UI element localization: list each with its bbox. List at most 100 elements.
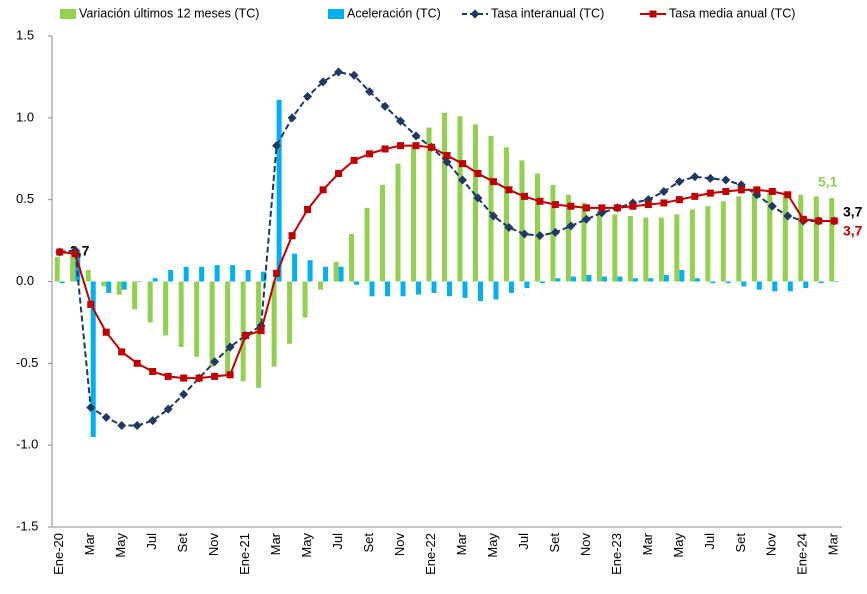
bar: [643, 217, 649, 282]
marker: [350, 156, 358, 164]
legend-item: Variación últimos 12 meses (TC): [60, 6, 259, 20]
bar: [132, 281, 138, 310]
marker: [473, 193, 483, 203]
x-tick-label: Set: [175, 533, 190, 553]
marker: [179, 389, 189, 399]
x-tick-label: Jul: [330, 533, 345, 550]
marker: [784, 191, 792, 199]
bar: [385, 281, 391, 297]
bar: [534, 173, 540, 282]
marker: [815, 217, 823, 225]
bar: [349, 234, 355, 282]
x-tick-label: Mar: [454, 532, 469, 555]
x-tick-label: May: [299, 533, 314, 558]
bar: [462, 281, 468, 298]
bar: [199, 266, 205, 282]
marker: [520, 192, 528, 200]
marker: [117, 421, 127, 431]
bar: [596, 211, 602, 282]
bar: [787, 281, 793, 292]
bar: [689, 209, 695, 282]
bar: [612, 214, 618, 282]
bar: [741, 281, 747, 287]
marker: [288, 232, 296, 240]
x-tick-label: Ene-23: [609, 533, 624, 575]
bar: [240, 281, 246, 382]
bar: [426, 127, 432, 282]
bar: [411, 145, 417, 282]
marker: [133, 359, 141, 367]
bar: [302, 281, 308, 318]
marker: [180, 374, 188, 382]
bar: [472, 124, 478, 282]
marker: [551, 201, 559, 209]
bar: [570, 276, 576, 282]
bar: [493, 281, 499, 300]
bar: [354, 281, 360, 285]
marker: [148, 416, 158, 426]
bar: [442, 112, 447, 282]
bar: [663, 274, 669, 282]
marker: [659, 186, 669, 196]
bar: [674, 214, 680, 282]
bar: [276, 99, 282, 282]
bar: [292, 253, 298, 282]
bar: [194, 281, 200, 357]
bar: [225, 281, 231, 377]
bar: [116, 281, 122, 295]
bar: [524, 281, 530, 289]
x-tick-label: May: [485, 533, 500, 558]
bar: [477, 281, 483, 302]
marker: [428, 143, 436, 151]
marker: [582, 204, 590, 212]
bar: [679, 270, 685, 282]
bar: [163, 281, 169, 336]
annotation: 5,1: [818, 174, 838, 190]
bar: [209, 281, 215, 367]
marker: [550, 227, 560, 237]
marker: [457, 175, 467, 185]
marker: [396, 116, 406, 126]
marker: [567, 202, 575, 210]
x-tick-label: Set: [547, 533, 562, 553]
marker: [164, 372, 172, 380]
x-tick-label: Nov: [392, 533, 407, 557]
bar: [178, 281, 184, 347]
x-tick-label: Ene-22: [423, 533, 438, 575]
bar: [617, 276, 623, 282]
bar: [230, 265, 236, 282]
bar: [813, 196, 819, 282]
marker: [536, 197, 544, 205]
marker: [442, 157, 452, 167]
marker: [380, 101, 390, 111]
y-tick-label: -1.5: [16, 518, 38, 533]
legend-marker: [649, 10, 657, 18]
bar: [648, 278, 654, 282]
bar: [245, 270, 251, 282]
marker: [304, 205, 312, 213]
marker: [783, 211, 793, 221]
marker: [535, 231, 545, 241]
bar: [90, 281, 96, 437]
y-tick-label: -1.0: [16, 437, 38, 452]
marker: [706, 189, 714, 197]
marker: [86, 403, 96, 413]
marker: [287, 113, 297, 123]
bar: [400, 281, 406, 297]
x-tick-label: Set: [361, 533, 376, 553]
marker: [722, 187, 730, 195]
bar: [725, 281, 731, 284]
marker: [225, 342, 235, 352]
bar: [457, 116, 463, 282]
bar: [803, 281, 809, 289]
bar: [147, 281, 153, 323]
marker: [195, 374, 203, 382]
marker: [273, 269, 281, 277]
marker: [519, 229, 529, 239]
marker: [334, 67, 344, 77]
bar: [818, 281, 824, 284]
bar: [338, 266, 344, 282]
bar: [152, 278, 158, 282]
x-tick-label: Ene-21: [237, 533, 252, 575]
legend-label: Variación últimos 12 meses (TC): [79, 6, 259, 20]
